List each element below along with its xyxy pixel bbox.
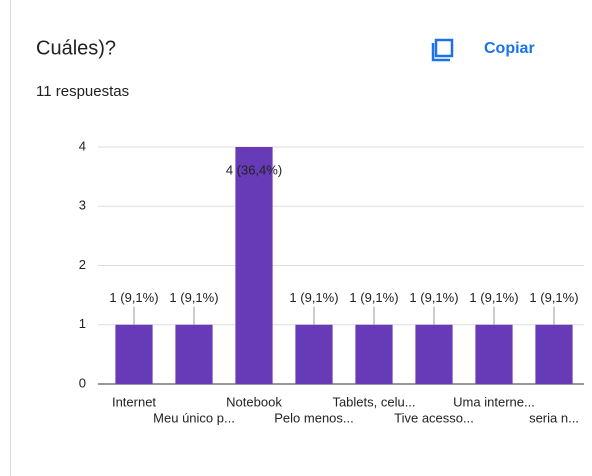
bar bbox=[535, 324, 573, 384]
value-label: 1 (9,1%) bbox=[349, 290, 398, 305]
bar bbox=[295, 324, 333, 384]
value-label: 1 (9,1%) bbox=[289, 290, 338, 305]
copy-icon-back bbox=[431, 43, 450, 62]
response-count: 11 respuestas bbox=[36, 83, 129, 100]
bar bbox=[415, 324, 453, 384]
value-label: 1 (9,1%) bbox=[529, 290, 578, 305]
y-tick-label: 2 bbox=[79, 257, 86, 272]
bar bbox=[235, 147, 273, 384]
bar bbox=[475, 324, 513, 384]
value-label: 1 (9,1%) bbox=[409, 290, 458, 305]
y-tick-label: 3 bbox=[79, 198, 86, 213]
x-tick-label: Uma interne... bbox=[453, 394, 535, 409]
bar bbox=[355, 324, 393, 384]
x-tick-label: Internet bbox=[112, 394, 156, 409]
x-tick-label: Notebook bbox=[226, 394, 282, 409]
x-tick-label: Tive acesso... bbox=[394, 410, 474, 425]
value-label: 1 (9,1%) bbox=[169, 290, 218, 305]
y-tick-label: 4 bbox=[79, 138, 86, 153]
x-tick-label: Tablets, celu... bbox=[332, 394, 415, 409]
copy-button[interactable]: Copiar bbox=[431, 38, 535, 62]
copy-icon bbox=[434, 38, 454, 58]
y-tick-label: 0 bbox=[79, 375, 86, 390]
y-tick-label: 1 bbox=[79, 316, 86, 331]
copy-label: Copiar bbox=[484, 40, 535, 57]
bar bbox=[175, 324, 213, 384]
x-tick-label: Meu único p... bbox=[153, 410, 235, 425]
value-label: 1 (9,1%) bbox=[469, 290, 518, 305]
question-title: Cuáles)? bbox=[36, 37, 116, 59]
value-label: 1 (9,1%) bbox=[109, 290, 158, 305]
bar bbox=[115, 324, 153, 384]
card-border bbox=[10, 0, 11, 476]
x-tick-label: Pelo menos... bbox=[274, 410, 354, 425]
value-label: 4 (36,4%) bbox=[226, 162, 282, 177]
x-tick-label: seria n... bbox=[529, 410, 579, 425]
